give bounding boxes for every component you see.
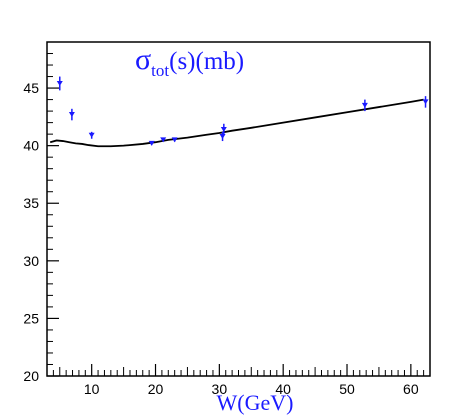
x-tick-label: 60 bbox=[403, 381, 419, 397]
data-point bbox=[148, 140, 155, 146]
plot-frame bbox=[46, 41, 431, 377]
y-tick-label: 45 bbox=[23, 80, 39, 96]
series-curve-line bbox=[49, 98, 424, 148]
annotation-subscript: tot bbox=[151, 61, 169, 80]
y-axis-ticks: 20 25 30 35 40 45 bbox=[23, 41, 59, 384]
x-tick-label: 10 bbox=[84, 381, 100, 397]
x-tick-label: 30 bbox=[212, 381, 228, 397]
y-tick-label: 20 bbox=[23, 368, 39, 384]
data-point bbox=[88, 131, 95, 139]
data-point bbox=[160, 137, 167, 143]
y-tick-label: 30 bbox=[23, 253, 39, 269]
x-tick-label: 50 bbox=[339, 381, 355, 397]
data-point bbox=[361, 99, 368, 112]
point-marker bbox=[160, 137, 167, 143]
annotation-symbol: σ bbox=[135, 43, 151, 76]
point-marker bbox=[219, 133, 226, 139]
x-tick-label: 40 bbox=[275, 381, 291, 397]
annotation-rest: (s)(mb) bbox=[169, 48, 244, 75]
point-marker bbox=[422, 99, 429, 105]
data-points bbox=[56, 76, 429, 146]
chart-annotation: σtot(s)(mb) bbox=[135, 43, 244, 80]
y-tick-label: 25 bbox=[23, 310, 39, 326]
data-point bbox=[171, 137, 178, 143]
point-marker bbox=[220, 127, 227, 133]
point-marker bbox=[361, 102, 368, 108]
point-marker bbox=[148, 140, 155, 146]
data-point bbox=[56, 76, 63, 91]
data-point bbox=[68, 108, 75, 121]
point-marker bbox=[171, 137, 178, 143]
x-tick-label: 20 bbox=[148, 381, 164, 397]
x-axis-label: W(GeV) bbox=[217, 390, 294, 415]
point-marker bbox=[68, 112, 75, 118]
x-axis-ticks: 10 20 30 40 50 60 bbox=[52, 364, 425, 397]
data-point bbox=[422, 96, 429, 108]
y-tick-label: 35 bbox=[23, 195, 39, 211]
point-marker bbox=[88, 132, 95, 138]
data-point bbox=[220, 123, 227, 136]
y-tick-label: 40 bbox=[23, 138, 39, 154]
point-marker bbox=[56, 80, 63, 86]
